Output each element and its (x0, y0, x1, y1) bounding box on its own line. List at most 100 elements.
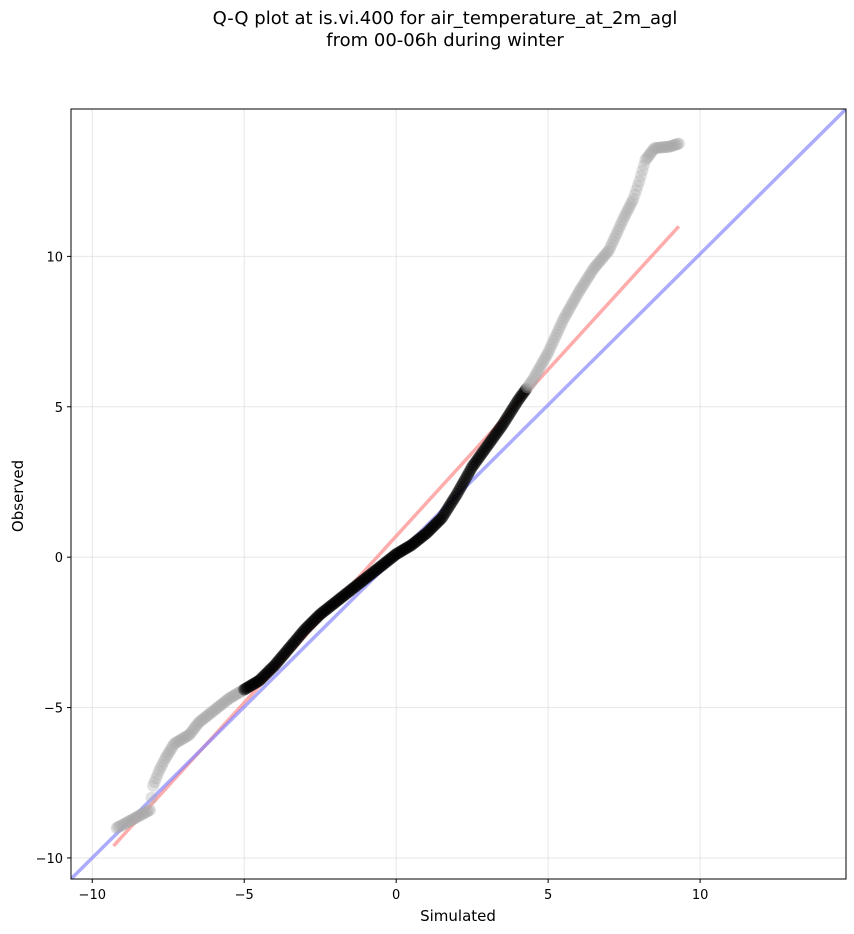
qq-point (357, 574, 370, 587)
qq-point (141, 805, 154, 818)
qq-point (283, 641, 296, 654)
qq-point (203, 707, 216, 720)
qq-point (145, 791, 158, 804)
qq-point (478, 443, 491, 456)
qq-point (165, 741, 178, 754)
qq-point (406, 538, 419, 551)
qq-point (379, 556, 392, 569)
qq-point (217, 696, 230, 709)
qq-point (466, 460, 479, 473)
qq-point (502, 410, 515, 423)
qq-point (372, 562, 385, 575)
qq-point (178, 731, 191, 744)
qq-point (229, 688, 242, 701)
qq-point (292, 631, 305, 644)
qq-point (437, 509, 450, 522)
qq-point (337, 589, 350, 602)
qq-point (562, 303, 575, 316)
qq-point (456, 478, 469, 491)
qq-point (332, 594, 345, 607)
qq-point (644, 147, 657, 160)
qq-point (264, 663, 277, 676)
qq-point (384, 552, 397, 565)
qq-point (415, 531, 428, 544)
qq-point (604, 241, 617, 254)
qq-point (300, 621, 313, 634)
qq-point (281, 644, 294, 657)
qq-point (517, 387, 530, 400)
qq-point (144, 803, 157, 816)
qq-point (568, 293, 581, 306)
qq-point (319, 603, 332, 616)
qq-point (468, 457, 481, 470)
qq-point (247, 677, 260, 690)
qq-point (416, 530, 429, 543)
qq-point (408, 536, 421, 549)
qq-point (398, 543, 411, 556)
qq-point (168, 737, 181, 750)
qq-point (171, 736, 184, 749)
qq-point (470, 455, 483, 468)
qq-point (515, 389, 528, 402)
qq-point (198, 712, 211, 725)
qq-point (308, 613, 321, 626)
qq-point (345, 583, 358, 596)
qq-point (380, 555, 393, 568)
qq-point (623, 200, 636, 213)
qq-point (549, 331, 562, 344)
qq-point (369, 564, 382, 577)
qq-point (375, 560, 387, 573)
qq-point (660, 140, 673, 153)
y-tick-label: 10 (46, 250, 63, 265)
qq-point (619, 208, 632, 221)
qq-point (210, 702, 223, 715)
qq-point (376, 559, 389, 572)
qq-point (362, 570, 375, 583)
qq-point (424, 523, 437, 535)
qq-point (613, 220, 626, 233)
qq-point (133, 809, 146, 822)
qq-point (636, 164, 649, 177)
qq-point (555, 316, 568, 329)
qq-point (477, 445, 490, 458)
qq-point (214, 699, 227, 712)
qq-point (359, 572, 372, 585)
qq-point (495, 420, 508, 433)
qq-point (373, 561, 386, 574)
qq-point (637, 159, 650, 172)
qq-point (565, 298, 578, 311)
qq-point (496, 418, 509, 431)
qq-point (645, 145, 658, 158)
qq-point (307, 615, 320, 628)
qq-point (554, 319, 567, 332)
qq-point (358, 573, 371, 586)
qq-point (186, 725, 199, 738)
qq-point (236, 684, 249, 697)
qq-point (299, 623, 312, 636)
qq-point (328, 597, 341, 610)
qq-point (594, 254, 607, 267)
qq-point (169, 736, 182, 749)
qq-point (430, 517, 443, 530)
qq-point (271, 656, 284, 669)
qq-point (510, 396, 523, 409)
qq-point (662, 140, 675, 153)
qq-point (557, 313, 570, 326)
qq-point (352, 577, 365, 590)
qq-point (163, 746, 176, 759)
qq-point (387, 550, 400, 563)
qq-point (587, 262, 600, 275)
qq-point (157, 755, 170, 768)
qq-point (404, 539, 417, 552)
x-tick-label: −10 (79, 888, 106, 903)
qq-point (520, 383, 533, 396)
qq-point (503, 407, 516, 420)
qq-point (347, 582, 360, 595)
qq-point (340, 587, 353, 600)
qq-point (286, 638, 299, 651)
qq-point (386, 551, 399, 564)
qq-point (323, 600, 336, 613)
qq-point (330, 595, 343, 608)
qq-point (630, 184, 643, 197)
